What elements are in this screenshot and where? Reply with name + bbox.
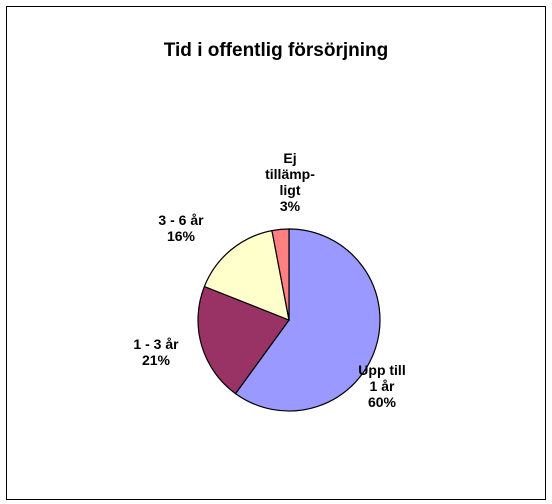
slice-label: 1 - 3 år 21%	[133, 336, 178, 368]
pie-slice	[234, 228, 381, 412]
pie-slice	[271, 228, 290, 321]
slice-label: Ej tillämp- ligt 3%	[265, 150, 315, 214]
value-label: 3%	[279, 198, 301, 214]
category-label: 1 - 3 år	[133, 336, 179, 352]
value-label: 21%	[141, 352, 171, 368]
slice-label: Upp till 1 år 60%	[358, 362, 405, 410]
category-label: Upp till 1 år	[358, 362, 406, 394]
value-label: 60%	[367, 394, 397, 410]
slice-label: 3 - 6 år 16%	[158, 212, 203, 244]
pie-slice	[197, 285, 290, 395]
chart-title: Tid i offentlig försörjning	[163, 40, 389, 61]
category-label: 3 - 6 år	[158, 212, 204, 228]
value-label: 16%	[166, 228, 196, 244]
category-label: Ej tillämp- ligt	[265, 150, 315, 198]
pie-slice	[203, 229, 290, 321]
